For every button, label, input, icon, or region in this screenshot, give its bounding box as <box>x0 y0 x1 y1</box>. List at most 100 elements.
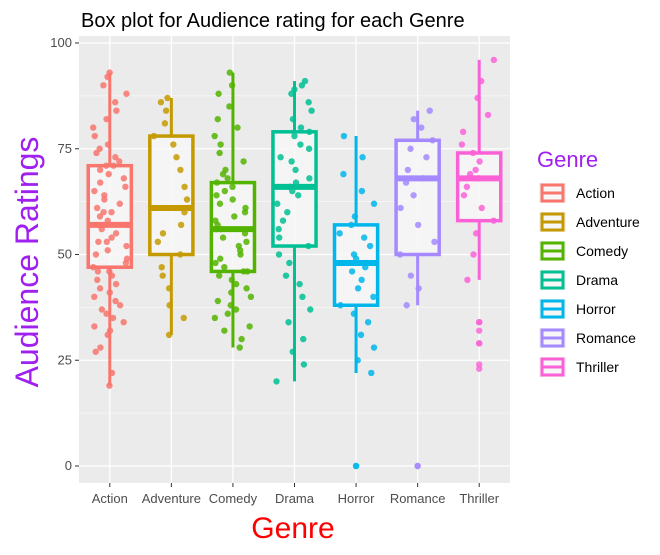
data-point <box>337 302 344 309</box>
data-point <box>92 348 99 355</box>
data-point <box>238 335 245 343</box>
data-point <box>357 331 365 339</box>
legend-item-romance: Romance <box>539 328 636 348</box>
data-point <box>181 209 188 216</box>
data-point <box>110 162 117 169</box>
data-point <box>97 179 104 186</box>
x-tick-label: Comedy <box>209 491 258 506</box>
data-point <box>157 99 165 106</box>
legend-label: Thriller <box>576 359 619 375</box>
x-tick-label: Action <box>92 491 128 506</box>
data-point <box>484 111 492 119</box>
data-point <box>112 154 119 161</box>
data-point <box>240 158 247 165</box>
data-point <box>402 179 410 186</box>
data-point <box>116 200 123 207</box>
data-point <box>97 344 104 351</box>
data-point <box>212 217 219 224</box>
data-point <box>277 154 284 161</box>
data-point <box>159 230 167 237</box>
legend-label: Comedy <box>576 243 628 259</box>
legend-label: Horror <box>576 301 616 317</box>
data-point <box>370 200 378 207</box>
data-point <box>95 238 102 246</box>
data-point <box>216 149 223 157</box>
data-point <box>164 94 171 102</box>
outlier-point <box>476 361 483 368</box>
data-point <box>177 166 184 174</box>
data-point <box>183 196 191 203</box>
box-body <box>148 134 195 257</box>
data-point <box>94 268 102 275</box>
data-point <box>116 158 123 165</box>
data-point <box>96 285 104 292</box>
data-point <box>363 259 370 267</box>
data-point <box>351 213 359 220</box>
data-point <box>217 255 224 262</box>
data-point <box>96 213 104 220</box>
data-point <box>227 302 234 309</box>
data-point <box>410 115 418 123</box>
box-romance <box>394 110 441 306</box>
data-point <box>177 251 184 258</box>
data-point <box>124 221 131 229</box>
data-point <box>420 175 427 182</box>
data-point <box>282 272 290 279</box>
data-point <box>162 107 170 114</box>
data-point <box>306 128 313 136</box>
data-point <box>407 272 415 279</box>
outlier-point <box>476 318 483 326</box>
data-point <box>348 221 355 229</box>
data-point <box>360 234 368 241</box>
data-point <box>407 145 414 152</box>
data-point <box>213 192 220 199</box>
x-tick-label: Romance <box>390 491 446 506</box>
x-tick-label: Adventure <box>142 491 201 506</box>
data-point <box>100 82 107 89</box>
legend-label: Romance <box>576 330 636 346</box>
data-point <box>105 170 112 178</box>
data-point <box>460 192 468 199</box>
data-point <box>418 124 425 131</box>
data-point <box>229 183 236 191</box>
data-point <box>228 276 235 284</box>
x-tick-label: Horror <box>338 491 376 506</box>
legend-item-adventure: Adventure <box>539 212 640 232</box>
data-point <box>211 132 218 140</box>
legend: Genre Action Adventure Comedy Drama Horror Ro… <box>537 147 640 377</box>
data-point <box>109 314 117 322</box>
data-point <box>161 120 169 127</box>
data-point <box>106 382 113 389</box>
data-point <box>214 115 221 123</box>
data-point <box>219 234 227 241</box>
data-point <box>215 272 223 279</box>
data-point <box>235 242 243 250</box>
x-axis-label: Genre <box>251 512 334 545</box>
data-point <box>181 183 188 191</box>
x-axis-ticks: Action Adventure Comedy Drama Horror Romance T… <box>92 483 500 506</box>
data-point <box>466 170 474 178</box>
data-point <box>102 162 110 169</box>
x-tick-label: Thriller <box>459 491 499 506</box>
data-point <box>464 276 471 284</box>
data-point <box>120 175 128 182</box>
data-point <box>166 302 173 309</box>
y-tick-label: 0 <box>65 458 72 473</box>
data-point <box>90 263 97 271</box>
data-point <box>212 259 219 267</box>
data-point <box>286 259 293 267</box>
data-point <box>98 225 105 233</box>
data-point <box>458 141 466 148</box>
data-point <box>305 145 313 152</box>
data-point <box>354 285 362 292</box>
data-point <box>305 99 312 106</box>
data-point <box>301 77 309 85</box>
data-point <box>150 132 158 140</box>
data-point <box>106 268 113 275</box>
data-point <box>122 183 129 191</box>
data-point <box>222 166 229 174</box>
data-point <box>246 323 253 330</box>
data-point <box>123 90 130 97</box>
data-point <box>120 318 127 326</box>
data-point <box>306 175 313 182</box>
